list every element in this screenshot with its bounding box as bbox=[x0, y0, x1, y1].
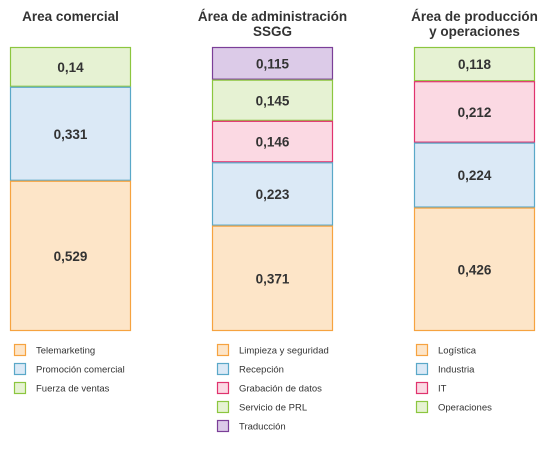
data-label: 0,331 bbox=[54, 127, 88, 142]
data-label: 0,212 bbox=[458, 105, 492, 120]
chart-title: Área de administración bbox=[198, 9, 347, 24]
legend-swatch-promocion-comercial bbox=[13, 362, 27, 376]
legend-label: Fuerza de ventas bbox=[36, 384, 110, 395]
legend-swatch-it bbox=[415, 381, 429, 395]
legend-swatch-fuerza-de-ventas bbox=[13, 381, 27, 395]
chart-title: SSGG bbox=[253, 24, 292, 39]
legend-label: Operaciones bbox=[438, 403, 492, 414]
legend-label: Promoción comercial bbox=[36, 365, 125, 376]
legend-label: IT bbox=[438, 384, 447, 395]
bar-segment-operaciones bbox=[413, 46, 536, 82]
bar-segment-limpieza-y-seguridad bbox=[211, 225, 334, 332]
data-label: 0,223 bbox=[256, 187, 290, 202]
chart-title: y operaciones bbox=[429, 24, 520, 39]
data-label: 0,145 bbox=[256, 93, 290, 108]
legend-swatch-operaciones bbox=[415, 400, 429, 414]
legend-label: Limpieza y seguridad bbox=[239, 346, 329, 357]
bar-segment-it bbox=[413, 81, 536, 143]
legend-label: Recepción bbox=[239, 365, 284, 376]
legend-label: Telemarketing bbox=[36, 346, 95, 357]
bar-segment-fuerza-de-ventas bbox=[9, 46, 132, 87]
legend-swatch-logistica bbox=[415, 343, 429, 357]
legend-swatch-telemarketing bbox=[13, 343, 27, 357]
data-label: 0,529 bbox=[54, 249, 88, 264]
bar-segment-logistica bbox=[413, 207, 536, 332]
data-label: 0,224 bbox=[458, 168, 492, 183]
bar-segment-industria bbox=[413, 142, 536, 208]
legend-swatch-servicio-de-prl bbox=[216, 400, 230, 414]
legend-swatch-traduccion bbox=[216, 419, 230, 433]
bar-segment-traduccion bbox=[211, 46, 334, 80]
legend-swatch-grabacion-de-datos bbox=[216, 381, 230, 395]
bar-segment-grabacion-de-datos bbox=[211, 120, 334, 163]
legend-swatch-industria bbox=[415, 362, 429, 376]
data-label: 0,118 bbox=[458, 57, 492, 72]
legend-swatch-recepcion bbox=[216, 362, 230, 376]
legend-label: Servicio de PRL bbox=[239, 403, 307, 414]
legend-label: Traducción bbox=[239, 422, 286, 433]
data-label: 0,115 bbox=[256, 56, 290, 71]
data-label: 0,426 bbox=[458, 262, 492, 277]
data-label: 0,14 bbox=[57, 60, 84, 75]
bar-segment-servicio-de-prl bbox=[211, 79, 334, 121]
legend-swatch-limpieza-y-seguridad bbox=[216, 343, 230, 357]
bar-segment-recepcion bbox=[211, 162, 334, 226]
legend-label: Grabación de datos bbox=[239, 384, 322, 395]
bar-segment-telemarketing bbox=[9, 180, 132, 332]
data-label: 0,371 bbox=[256, 271, 290, 286]
legend-label: Industria bbox=[438, 365, 475, 376]
data-label: 0,146 bbox=[256, 135, 290, 150]
bar-segment-promocion-comercial bbox=[9, 86, 132, 181]
chart-title: Area comercial bbox=[22, 9, 119, 24]
legend-label: Logística bbox=[438, 346, 477, 357]
chart-title: Área de producción bbox=[411, 9, 538, 24]
